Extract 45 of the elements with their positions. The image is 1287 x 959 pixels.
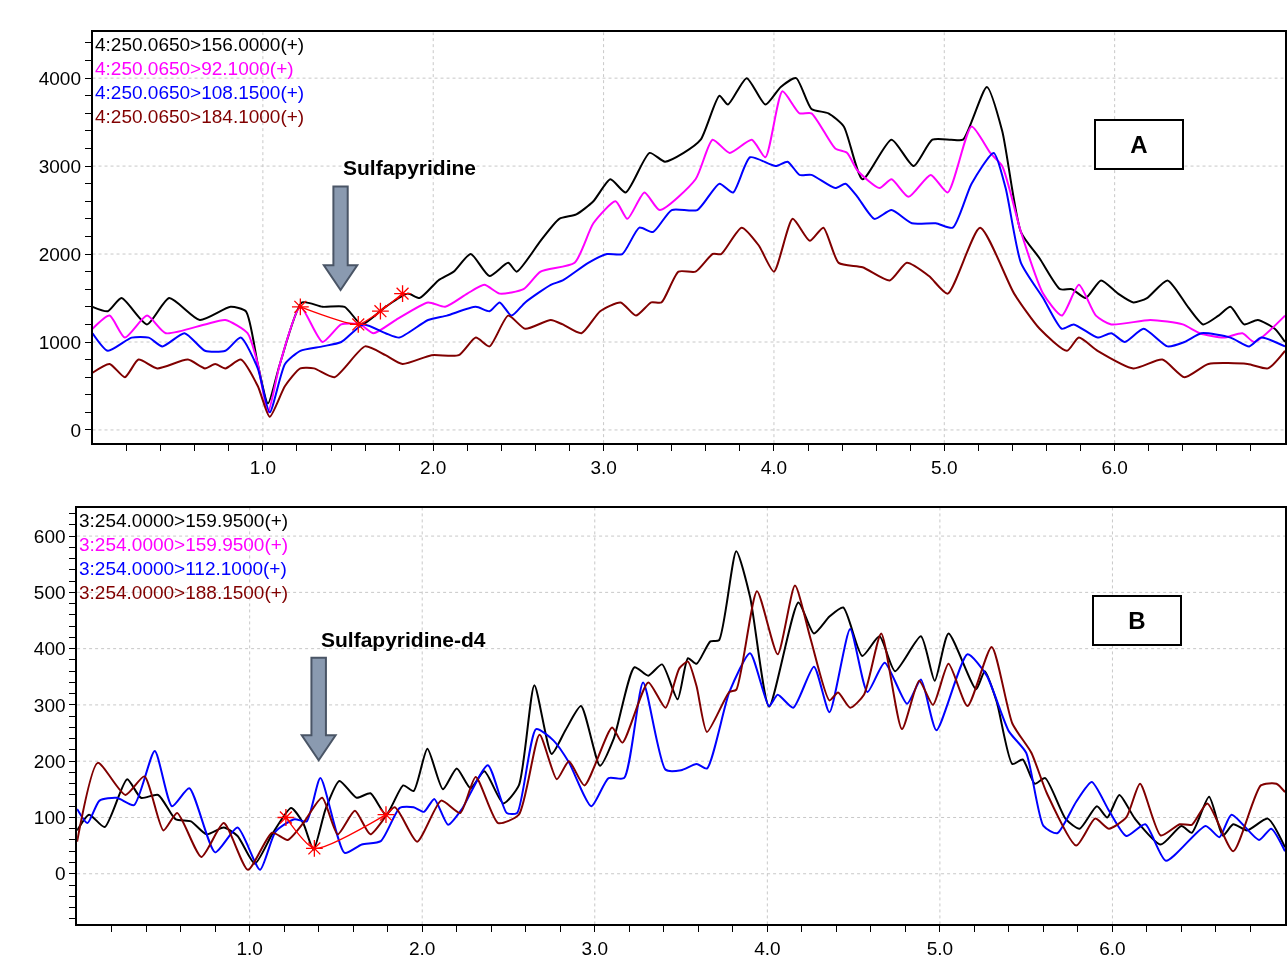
y-tick-label: 0 [54, 863, 66, 885]
text: 3:254.0000>112.1000(+) [79, 558, 287, 579]
x-tick-label: 5.0 [926, 937, 954, 959]
x-tick-label: 2.0 [420, 456, 447, 478]
x-tick-label: 5.0 [931, 456, 958, 478]
x-tick-label: 6.0 [1099, 937, 1126, 959]
point [276, 808, 295, 827]
point [376, 805, 396, 824]
x-tick-label: 4.0 [760, 456, 788, 478]
x-tick-label: 3.0 [581, 937, 608, 959]
line-series [92, 151, 1285, 414]
y-tick-label: 0 [70, 419, 81, 441]
annotation: B [1128, 607, 1146, 634]
text: 4:250.0650>92.1000(+) [95, 58, 294, 79]
x-tick-label: 6.0 [1101, 456, 1128, 478]
line-series [92, 217, 1285, 418]
text: 4:250.0650>184.1000(+) [95, 106, 305, 127]
y-tick-label: 200 [33, 750, 66, 772]
x-tick-label: 4.0 [754, 937, 781, 959]
annotation: A [1130, 131, 1148, 158]
text: 3:254.0000>159.9500(+) [79, 510, 289, 531]
y-tick-label: 1000 [38, 331, 81, 353]
x-tick-label: 3.0 [590, 456, 617, 478]
y-tick-label: 2000 [38, 243, 81, 265]
point [305, 839, 324, 858]
y-tick-label: 3000 [38, 155, 81, 177]
y-tick-label: 500 [33, 582, 66, 604]
annotation: Sulfapyridine [343, 156, 477, 179]
annotation: Sulfapyridine-d4 [321, 628, 486, 651]
y-tick-label: 600 [33, 525, 66, 547]
x-tick-label: 2.0 [409, 937, 436, 959]
y-tick-label: 400 [33, 638, 66, 660]
y-tick-label: 4000 [38, 67, 81, 89]
legend-label: 3:254.0000>159.9500(+) [79, 534, 289, 555]
x-tick-label: 1.0 [249, 456, 277, 478]
y-tick-label: 300 [33, 694, 66, 716]
point [371, 302, 390, 321]
point [291, 297, 310, 316]
text: 4:250.0650>156.0000(+) [95, 34, 305, 55]
point [349, 315, 368, 334]
y-tick-label: 100 [33, 807, 66, 829]
text: 3:254.0000>188.1500(+) [79, 582, 289, 603]
x-tick-label: 1.0 [236, 937, 263, 959]
point [393, 284, 412, 303]
text: 4:250.0650>108.1500(+) [95, 82, 305, 103]
